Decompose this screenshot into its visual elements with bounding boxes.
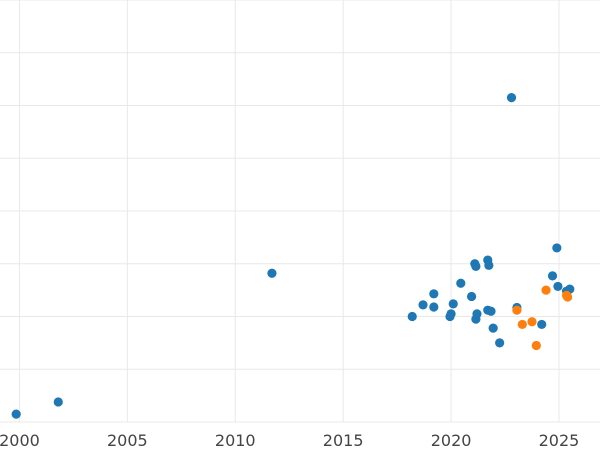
data-point bbox=[527, 317, 537, 327]
data-point bbox=[11, 409, 21, 419]
data-point bbox=[466, 291, 477, 302]
data-point bbox=[429, 302, 439, 312]
data-point bbox=[563, 292, 573, 302]
grid-lines bbox=[0, 0, 600, 423]
data-point bbox=[517, 319, 527, 330]
data-point bbox=[541, 285, 551, 295]
x-tick-label: 2000 bbox=[0, 431, 40, 450]
data-point bbox=[537, 319, 547, 330]
x-axis-tick-labels: 2000 2005 2010 2015 2020 2025 bbox=[0, 431, 579, 450]
data-point bbox=[486, 306, 496, 316]
data-point bbox=[429, 289, 439, 299]
data-point bbox=[531, 340, 541, 351]
data-point bbox=[495, 338, 505, 348]
x-tick-label: 2025 bbox=[539, 431, 580, 450]
data-point bbox=[488, 323, 498, 333]
data-point bbox=[448, 299, 458, 309]
data-point bbox=[267, 268, 277, 278]
data-points bbox=[11, 92, 575, 419]
data-point bbox=[547, 271, 558, 281]
x-tick-label: 2020 bbox=[431, 431, 472, 450]
data-point bbox=[553, 281, 563, 292]
data-point bbox=[552, 243, 562, 253]
data-point bbox=[456, 278, 466, 288]
data-point bbox=[418, 300, 428, 310]
x-tick-label: 2015 bbox=[323, 431, 364, 450]
data-point bbox=[472, 309, 482, 319]
data-point bbox=[512, 305, 522, 315]
x-tick-label: 2010 bbox=[215, 431, 256, 450]
data-point bbox=[407, 311, 417, 322]
data-point bbox=[471, 261, 481, 271]
data-point bbox=[484, 260, 494, 270]
data-point bbox=[506, 92, 517, 103]
data-point bbox=[53, 397, 63, 407]
data-point bbox=[446, 309, 456, 319]
x-tick-label: 2005 bbox=[107, 431, 148, 450]
